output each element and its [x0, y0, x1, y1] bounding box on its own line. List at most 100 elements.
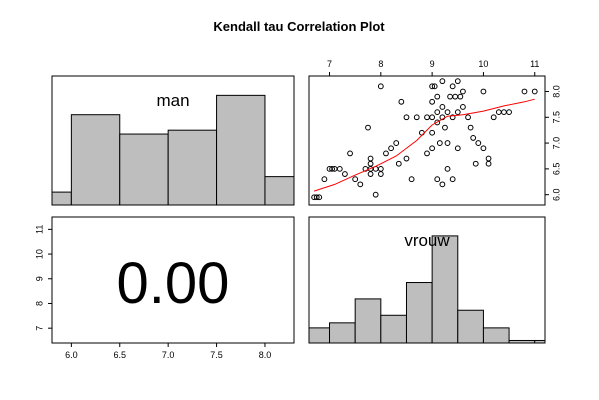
scatter-point-35	[439, 181, 446, 188]
scatter-point-9	[357, 181, 364, 188]
scatter-point-60	[521, 88, 528, 95]
scatter-point-13	[367, 155, 374, 162]
scatter-point-69	[436, 140, 443, 146]
scatter-point-38	[439, 78, 446, 85]
scatter-point-79	[442, 124, 448, 131]
man-hist-bar-2	[119, 133, 169, 206]
scatter-point-8	[352, 176, 359, 183]
vrouw-hist-bar-1	[329, 322, 356, 344]
scatter-point-19	[388, 145, 394, 152]
man-hist-bar-3	[167, 129, 218, 206]
scatter-point-76	[377, 83, 384, 90]
scatter-point-52	[475, 140, 482, 146]
bottom-axis-tick-label-0: 6.0	[65, 350, 78, 360]
right-axis-tick-label-2: 7.0	[551, 137, 561, 150]
smooth-line	[313, 98, 535, 192]
scatter-point-47	[454, 78, 461, 85]
vrouw-hist-bar-8	[508, 339, 536, 344]
scatter-point-40	[444, 140, 451, 146]
scatter-point-16	[377, 165, 384, 172]
scatter-point-27	[429, 145, 436, 152]
vrouw-histogram-bars	[308, 235, 546, 344]
top-axis-tick-label-0: 7	[327, 59, 332, 69]
scatter-point-68	[431, 83, 438, 90]
scatter-point-17	[377, 171, 384, 177]
scatter-point-56	[490, 114, 497, 121]
scatter-point-63	[329, 165, 335, 172]
bottom-axis-tick-label-1: 6.5	[114, 350, 127, 360]
man-hist-bar-5	[264, 176, 295, 206]
scatter-point-77	[403, 114, 410, 121]
scatter-point-14	[372, 191, 379, 198]
vrouw-hist-bar-9	[534, 339, 546, 344]
vrouw-hist-bar-0	[308, 327, 331, 344]
scatter-point-75	[485, 160, 492, 167]
bottom-axis-tick-label-3: 7.5	[210, 350, 223, 360]
left-axis-tick-label-2: 9	[34, 276, 44, 281]
scatter-point-41	[444, 109, 451, 116]
scatter-point-44	[449, 83, 456, 90]
left-axis-tick-label-3: 10	[34, 249, 44, 259]
scatter-point-31	[429, 83, 436, 90]
scatter-point-62	[313, 194, 320, 201]
right-axis-tick-label-0: 6.0	[551, 188, 561, 201]
scatter-point-7	[347, 150, 353, 157]
scatter-point-49	[460, 88, 466, 95]
vrouw-hist-bar-4	[405, 282, 433, 344]
scatter-point-55	[485, 155, 492, 162]
scatter-point-43	[449, 114, 456, 121]
scatter-points	[311, 78, 538, 201]
scatter-point-64	[365, 124, 371, 131]
scatter-point-65	[367, 160, 374, 167]
scatter-point-57	[495, 109, 502, 116]
scatter-point-2	[321, 176, 328, 183]
scatter-point-39	[444, 165, 451, 172]
man-histogram-bars	[51, 94, 295, 206]
scatter-point-58	[501, 109, 507, 116]
top-axis-tick-label-3: 10	[478, 59, 488, 69]
top-axis-tick-label-2: 9	[430, 59, 435, 69]
scatter-point-30	[429, 98, 436, 105]
left-axis-tick-label-1: 8	[34, 301, 44, 306]
scatter-point-54	[480, 88, 487, 95]
scatter-point-33	[434, 109, 441, 116]
scatter-point-18	[383, 150, 389, 157]
chart-title: Kendall tau Correlation Plot	[213, 19, 385, 34]
scatter-point-21	[398, 98, 405, 105]
scatter-point-1	[316, 194, 323, 201]
scatter-point-45	[454, 145, 461, 152]
scatter-point-5	[336, 165, 343, 172]
bottom-axis-tick-label-4: 8.0	[259, 350, 272, 360]
scatter-point-20	[393, 140, 400, 146]
scatter-point-23	[408, 176, 415, 183]
vrouw-hist-bar-7	[482, 327, 510, 344]
scatter-point-53	[480, 145, 487, 152]
scatter-point-71	[452, 93, 459, 100]
left-axis-tick-label-4: 11	[34, 225, 44, 234]
man-hist-bar-4	[216, 94, 266, 206]
scatter-point-73	[467, 124, 474, 131]
vrouw-hist-bar-2	[354, 298, 382, 344]
right-axis-tick-label-3: 7.5	[551, 111, 561, 124]
variable-label-man: man	[156, 91, 189, 110]
axes: 7 8 9 10 11 6.0 6.5 7.0 7.5 8.0 6.0 6.5 7.0 7.5 8.0 7 8 9…	[34, 59, 561, 360]
scatter-point-32	[434, 176, 441, 183]
scatter-point-6	[342, 171, 348, 177]
scatter-point-29	[429, 114, 436, 121]
scatter-point-72	[457, 93, 464, 100]
scatter-point-11	[367, 171, 374, 177]
top-axis-tick-label-4: 11	[530, 59, 539, 69]
scatter-point-74	[472, 160, 479, 167]
scatter-point-25	[418, 129, 425, 136]
left-axis-tick-label-0: 7	[34, 326, 44, 331]
scatter-point-22	[403, 155, 410, 162]
scatter-point-46	[454, 109, 461, 116]
scatter-point-34	[434, 93, 441, 100]
scatter-point-28	[429, 129, 436, 136]
scatter-point-61	[531, 88, 538, 95]
scatter-point-42	[449, 176, 456, 183]
bottom-axis-tick-label-2: 7.0	[162, 350, 175, 360]
scatter-point-59	[506, 109, 512, 116]
scatter-point-67	[424, 114, 430, 121]
top-axis-tick-label-1: 8	[378, 59, 383, 69]
